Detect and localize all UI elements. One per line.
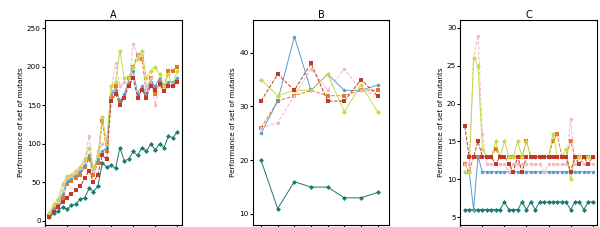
Title: A: A — [110, 10, 116, 20]
Title: B: B — [317, 10, 325, 20]
Y-axis label: Performance of set of mutants: Performance of set of mutants — [438, 68, 444, 177]
Y-axis label: Performance of set of mutants: Performance of set of mutants — [18, 68, 24, 177]
Y-axis label: Performance of set of mutants: Performance of set of mutants — [230, 68, 236, 177]
Title: C: C — [526, 10, 532, 20]
